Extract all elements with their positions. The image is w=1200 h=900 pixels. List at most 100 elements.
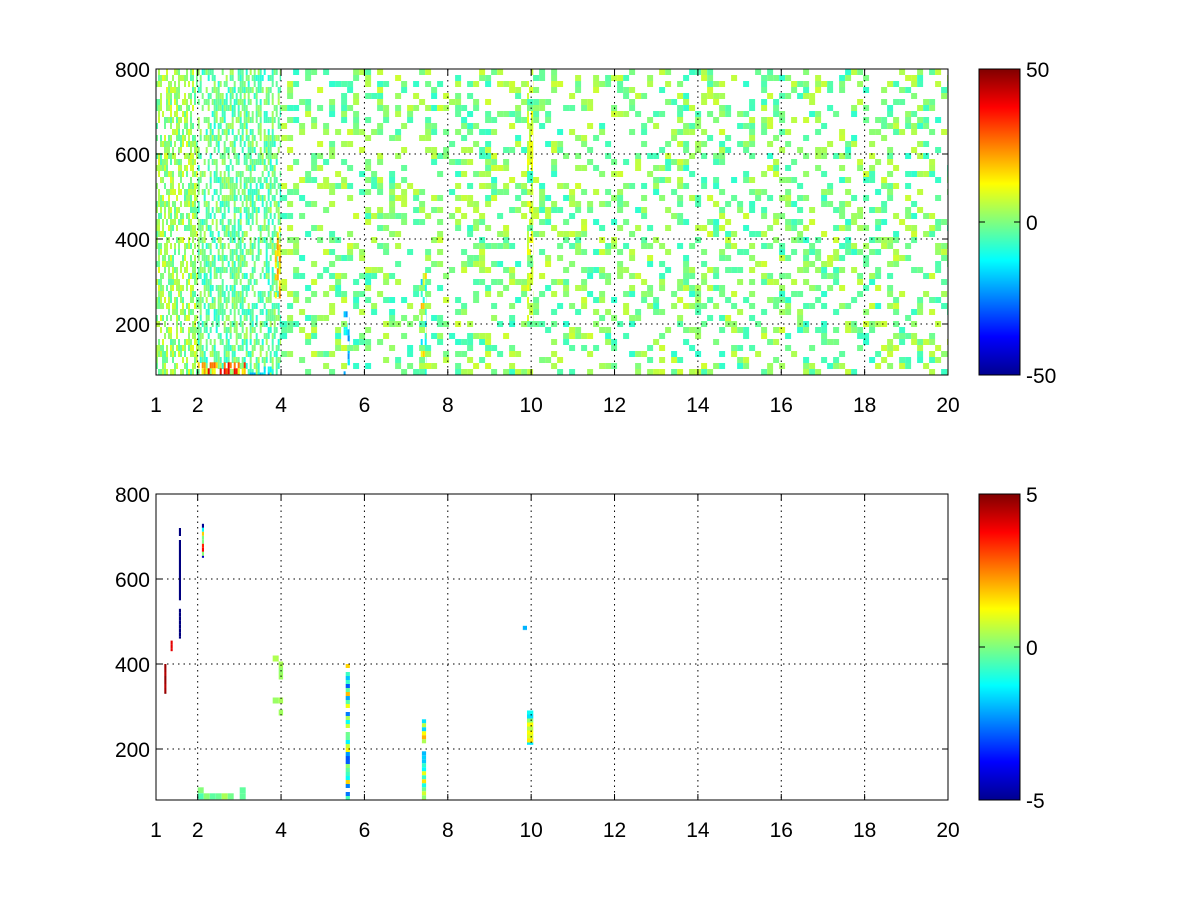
heatmap-cell — [719, 291, 726, 297]
heatmap-cell — [839, 363, 846, 369]
heatmap-cell — [827, 363, 834, 369]
heatmap-cell — [419, 327, 426, 333]
heatmap-cell — [182, 183, 184, 189]
heatmap-cell — [323, 207, 330, 213]
heatmap-cell — [267, 333, 270, 339]
heatmap-cell — [178, 165, 180, 171]
heatmap-cell — [182, 369, 184, 375]
heatmap-cell — [164, 363, 166, 369]
heatmap-cell — [755, 195, 762, 201]
heatmap-cell — [223, 321, 226, 327]
heatmap-cell — [905, 243, 912, 249]
heatmap-cell — [413, 105, 420, 111]
heatmap-cell — [515, 297, 522, 303]
heatmap-cell — [893, 333, 900, 339]
heatmap-cell — [199, 309, 202, 315]
heatmap-cell — [647, 153, 654, 159]
heatmap-cell — [247, 303, 250, 309]
heatmap-cell — [653, 189, 660, 195]
heatmap-cell — [335, 333, 342, 339]
heatmap-cell — [241, 189, 244, 195]
heatmap-cell — [563, 195, 570, 201]
heatmap-cell — [527, 738, 534, 743]
heatmap-cell — [229, 362, 232, 369]
heatmap-cell — [273, 201, 276, 207]
heatmap-cell — [178, 87, 180, 93]
heatmap-cell — [227, 339, 230, 345]
heatmap-cell — [329, 111, 336, 117]
heatmap-cell — [274, 292, 277, 299]
heatmap-cell — [371, 177, 378, 183]
heatmap-cell — [237, 267, 240, 273]
heatmap-cell — [217, 357, 220, 363]
heatmap-cell — [779, 249, 786, 255]
heatmap-cell — [273, 249, 276, 255]
heatmap-cell — [180, 117, 182, 123]
heatmap-cell — [257, 225, 260, 231]
heatmap-cell — [245, 219, 248, 225]
heatmap-cell — [437, 321, 444, 327]
heatmap-cell — [267, 267, 270, 273]
heatmap-cell — [383, 321, 390, 327]
heatmap-cell — [267, 315, 270, 321]
heatmap-cell — [875, 249, 882, 255]
heatmap-cell — [255, 75, 258, 81]
heatmap-cell — [581, 267, 588, 273]
heatmap-cell — [455, 219, 462, 225]
heatmap-cell — [875, 225, 882, 231]
heatmap-cell — [671, 351, 678, 357]
heatmap-cell — [329, 285, 336, 291]
heatmap-cell — [803, 279, 810, 285]
heatmap-cell — [479, 213, 486, 219]
heatmap-cell — [389, 345, 396, 351]
heatmap-cell — [659, 177, 666, 183]
heatmap-cell — [225, 123, 228, 129]
heatmap-cell — [233, 362, 236, 369]
heatmap-cell — [215, 165, 218, 171]
heatmap-cell — [265, 255, 268, 261]
heatmap-cell — [941, 369, 948, 375]
heatmap-cell — [197, 99, 200, 105]
heatmap-cell — [269, 177, 272, 183]
heatmap-cell — [231, 303, 234, 309]
heatmap-cell — [207, 291, 210, 297]
heatmap-cell — [257, 255, 260, 261]
heatmap-cell — [659, 333, 666, 339]
heatmap-cell — [249, 129, 252, 135]
heatmap-cell — [683, 123, 690, 129]
heatmap-cell — [425, 351, 432, 357]
heatmap-cell — [277, 93, 280, 99]
heatmap-cell — [203, 99, 206, 105]
heatmap-cell — [533, 117, 540, 123]
heatmap-cell — [196, 147, 198, 153]
heatmap-cell — [869, 129, 876, 135]
heatmap-cell — [241, 291, 244, 297]
heatmap-cell — [377, 177, 384, 183]
heatmap-cell — [575, 87, 582, 93]
heatmap-cell — [253, 69, 256, 75]
heatmap-cell — [479, 357, 486, 363]
heatmap-cell — [491, 195, 498, 201]
heatmap-cell — [641, 351, 648, 357]
heatmap-cell — [719, 141, 726, 147]
heatmap-cell — [233, 351, 236, 357]
heatmap-cell — [257, 363, 260, 369]
heatmap-cell — [273, 225, 276, 231]
heatmap-cell — [203, 159, 206, 165]
heatmap-cell — [467, 333, 474, 339]
heatmap-cell — [229, 237, 232, 243]
heatmap-cell — [205, 345, 208, 351]
heatmap-cell — [162, 345, 164, 351]
heatmap-cell — [923, 171, 930, 177]
heatmap-cell — [677, 195, 684, 201]
heatmap-cell — [305, 171, 312, 177]
heatmap-cell — [217, 315, 220, 321]
heatmap-cell — [178, 207, 180, 213]
heatmap-cell — [211, 237, 214, 243]
heatmap-cell — [731, 291, 738, 297]
heatmap-cell — [223, 177, 226, 183]
heatmap-cell — [192, 207, 194, 213]
heatmap-cell — [851, 219, 858, 225]
heatmap-cell — [821, 201, 828, 207]
heatmap-cell — [785, 273, 792, 279]
